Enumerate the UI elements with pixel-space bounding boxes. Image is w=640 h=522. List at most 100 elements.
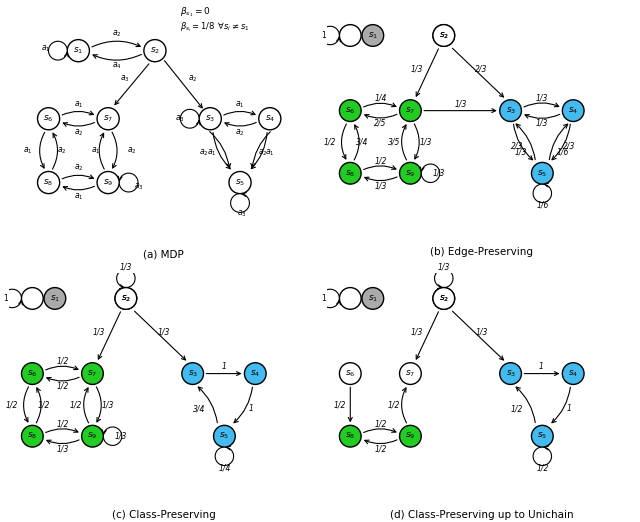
Circle shape: [97, 172, 119, 194]
Text: 1/3: 1/3: [411, 327, 423, 336]
Text: $s_2$: $s_2$: [439, 30, 449, 41]
Circle shape: [563, 100, 584, 122]
Text: 1/2: 1/2: [323, 138, 335, 147]
Text: $s_5$: $s_5$: [537, 431, 547, 442]
Circle shape: [433, 288, 454, 310]
Text: $a_1$: $a_1$: [74, 192, 83, 202]
Circle shape: [82, 363, 103, 384]
Circle shape: [339, 100, 361, 122]
Text: 1/2: 1/2: [536, 464, 548, 472]
Circle shape: [38, 172, 60, 194]
Text: $s_6$: $s_6$: [44, 113, 54, 124]
Text: $s_3$: $s_3$: [205, 113, 215, 124]
Circle shape: [115, 288, 137, 310]
Circle shape: [339, 162, 361, 184]
Text: $a_2$: $a_2$: [112, 28, 122, 39]
Text: 1/2: 1/2: [56, 382, 68, 390]
Text: 3/5: 3/5: [387, 138, 400, 147]
Circle shape: [115, 288, 137, 310]
Text: $a_2$: $a_2$: [56, 146, 66, 156]
Text: $s_1$: $s_1$: [73, 45, 83, 56]
Text: 1/6: 1/6: [536, 200, 548, 209]
Text: 3/4: 3/4: [356, 138, 368, 147]
Text: 1/2: 1/2: [70, 401, 82, 410]
Circle shape: [339, 363, 361, 384]
Text: $s_8$: $s_8$: [28, 431, 38, 442]
Title: (b) Edge-Preserving: (b) Edge-Preserving: [430, 246, 533, 257]
Text: $a_3$: $a_3$: [134, 182, 143, 192]
Text: $a_2$: $a_2$: [74, 163, 83, 173]
Circle shape: [38, 108, 60, 130]
Text: 1/3: 1/3: [93, 327, 106, 336]
Circle shape: [214, 425, 236, 447]
Title: (a) MDP: (a) MDP: [143, 249, 184, 259]
Circle shape: [244, 363, 266, 384]
Text: 1: 1: [539, 362, 544, 371]
Text: $a_1$: $a_1$: [207, 148, 217, 158]
Text: $s_4$: $s_4$: [265, 113, 275, 124]
Circle shape: [97, 108, 119, 130]
Text: 1/3: 1/3: [411, 64, 423, 74]
Circle shape: [199, 108, 221, 130]
Circle shape: [500, 363, 522, 384]
Text: $s_7$: $s_7$: [405, 105, 415, 116]
Text: 1: 1: [321, 31, 326, 40]
Circle shape: [339, 425, 361, 447]
Circle shape: [67, 40, 90, 62]
Circle shape: [22, 288, 44, 310]
Text: $s_7$: $s_7$: [103, 113, 113, 124]
Text: 1/2: 1/2: [374, 156, 387, 165]
Text: $s_4$: $s_4$: [568, 369, 579, 379]
Text: 1: 1: [249, 404, 253, 413]
Text: $\beta_{s_1} = 0$: $\beta_{s_1} = 0$: [180, 6, 211, 19]
Circle shape: [362, 288, 383, 310]
Circle shape: [399, 363, 421, 384]
Text: 1/3: 1/3: [157, 327, 170, 336]
Text: $s_5$: $s_5$: [537, 168, 547, 179]
Text: $s_3$: $s_3$: [506, 105, 516, 116]
Text: $s_2$: $s_2$: [150, 45, 160, 56]
Text: 1/3: 1/3: [433, 169, 445, 178]
Text: $s_2$: $s_2$: [121, 293, 131, 304]
Text: $a_2$: $a_2$: [74, 128, 83, 138]
Text: 1/4: 1/4: [218, 464, 230, 472]
Text: 1/3: 1/3: [535, 118, 548, 128]
Circle shape: [433, 25, 454, 46]
Text: $s_9$: $s_9$: [405, 431, 415, 442]
Text: $a_3$: $a_3$: [175, 113, 184, 124]
Text: 2/3: 2/3: [511, 141, 524, 150]
Text: $s_3$: $s_3$: [506, 369, 516, 379]
Text: 1/2: 1/2: [374, 444, 387, 453]
Text: $a_2$: $a_2$: [188, 74, 198, 84]
Circle shape: [399, 162, 421, 184]
Circle shape: [229, 172, 251, 194]
Text: $s_1$: $s_1$: [368, 293, 378, 304]
Text: $a_1$: $a_1$: [22, 146, 32, 156]
Text: 3/4: 3/4: [193, 404, 205, 413]
Text: 2/3: 2/3: [563, 141, 575, 150]
Circle shape: [22, 425, 44, 447]
Text: 2/3: 2/3: [475, 64, 488, 74]
Text: $s_8$: $s_8$: [44, 177, 54, 188]
Text: $s_7$: $s_7$: [88, 369, 97, 379]
Text: $s_2$: $s_2$: [439, 293, 449, 304]
Text: 1/2: 1/2: [38, 401, 50, 410]
Circle shape: [500, 100, 522, 122]
Circle shape: [339, 288, 361, 310]
Text: $s_8$: $s_8$: [345, 168, 355, 179]
Circle shape: [433, 25, 454, 46]
Text: $s_4$: $s_4$: [250, 369, 260, 379]
Text: $a_1$: $a_1$: [74, 99, 83, 110]
Text: 2/5: 2/5: [374, 118, 387, 128]
Text: 1/3: 1/3: [120, 262, 132, 271]
Text: $s_1$: $s_1$: [50, 293, 60, 304]
Text: 1/3: 1/3: [438, 262, 450, 271]
Text: 1/2: 1/2: [333, 401, 346, 410]
Text: $s_6$: $s_6$: [27, 369, 38, 379]
Text: $s_7$: $s_7$: [405, 369, 415, 379]
Text: 1/2: 1/2: [387, 401, 400, 410]
Text: 1/2: 1/2: [5, 401, 18, 410]
Circle shape: [531, 425, 553, 447]
Text: $s_5$: $s_5$: [235, 177, 245, 188]
Text: 1/2: 1/2: [374, 419, 387, 428]
